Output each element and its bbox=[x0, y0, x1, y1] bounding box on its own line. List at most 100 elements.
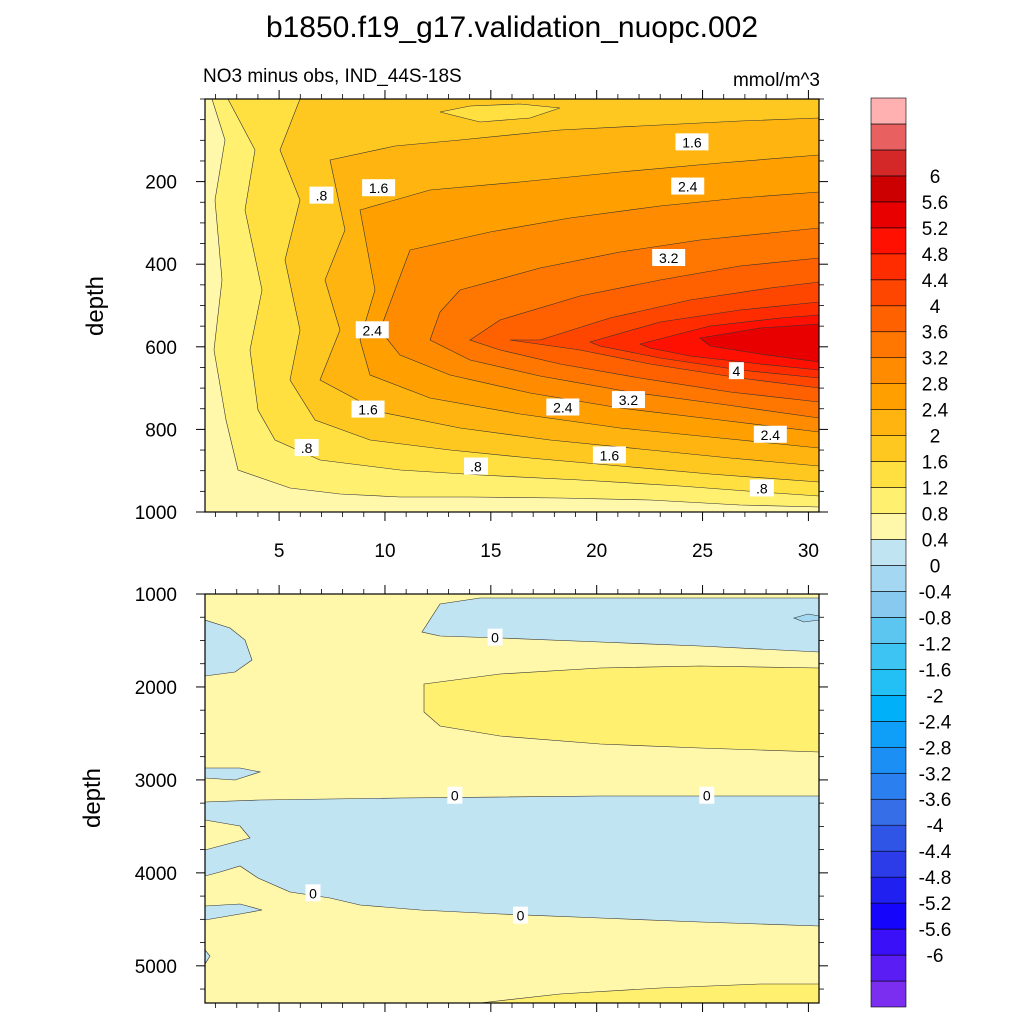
contour-label: 1.6 bbox=[351, 400, 385, 418]
colorbar-label: -5.2 bbox=[919, 894, 952, 915]
top-panel-axes: 5 10 15 20 25 30 200 400 600 800 1000 bbox=[135, 90, 828, 562]
y-tick-label: 200 bbox=[145, 173, 177, 194]
colorbar-box bbox=[870, 798, 907, 826]
colorbar-box bbox=[870, 279, 907, 307]
colorbar-label: -5.6 bbox=[919, 920, 952, 941]
y-tick-label: 3000 bbox=[135, 771, 177, 792]
top-panel-contours bbox=[205, 99, 819, 512]
x-tick-label: 20 bbox=[586, 541, 607, 562]
contour-label-text: 2.4 bbox=[553, 400, 573, 416]
contour-label-bg bbox=[294, 438, 319, 456]
x-tick-label: 25 bbox=[692, 541, 713, 562]
colorbar-box bbox=[870, 331, 907, 359]
y-tick-label: 5000 bbox=[135, 957, 177, 978]
neg-upper-band bbox=[421, 597, 819, 653]
colorbar-label: 0 bbox=[930, 556, 941, 577]
colorbar-label: 3.2 bbox=[922, 349, 948, 370]
colorbar-box bbox=[870, 980, 907, 1008]
contour-label-bg bbox=[309, 186, 334, 204]
colorbar-box bbox=[870, 721, 907, 748]
contour-label: 2.4 bbox=[671, 177, 705, 195]
contour-label-text: 0 bbox=[517, 908, 525, 924]
y-tick-label: 1000 bbox=[135, 503, 177, 524]
colorbar-label: -1.2 bbox=[919, 634, 952, 655]
colorbar-label: -2 bbox=[927, 686, 944, 707]
colorbar-label: 2.8 bbox=[922, 375, 948, 396]
contour-label-text: 2.4 bbox=[363, 322, 383, 338]
contour-label-bg bbox=[728, 362, 744, 380]
colorbar-label: -4 bbox=[927, 816, 944, 837]
contour-label-bg bbox=[487, 628, 503, 646]
colorbar-box bbox=[870, 513, 907, 540]
colorbar-label: 6 bbox=[930, 167, 941, 188]
colorbar-label: -6 bbox=[927, 946, 944, 967]
colorbar-label: 3.6 bbox=[922, 323, 948, 344]
contour-label-text: .8 bbox=[301, 440, 313, 456]
neg-left-bottom bbox=[205, 903, 263, 921]
colorbar-box bbox=[870, 175, 907, 203]
contour-small-top bbox=[439, 103, 561, 123]
contour-label-bg bbox=[362, 179, 396, 197]
colorbar-box bbox=[870, 97, 907, 125]
colorbar-box bbox=[870, 876, 907, 904]
x-tick-label: 15 bbox=[480, 541, 501, 562]
top-panel-left-label: NO3 minus obs, IND_44S-18S bbox=[203, 66, 462, 87]
contour-label-bg bbox=[464, 457, 489, 475]
contour-label-bg bbox=[592, 446, 626, 464]
contour-label-text: 1.6 bbox=[369, 180, 389, 196]
colorbar: -6 -5.6 -5.2 -4.8 -4.4 -4 -3.6 -3.2 -2.8 -2.4 -2 -1… bbox=[870, 97, 952, 1008]
contour-label-text: 1.6 bbox=[600, 447, 620, 463]
colorbar-box bbox=[870, 487, 907, 514]
colorbar-label: 2 bbox=[930, 427, 941, 448]
colorbar-label: -4.4 bbox=[919, 842, 952, 863]
contour-label-text: 0 bbox=[451, 788, 459, 804]
colorbar-box bbox=[870, 357, 907, 384]
contour-label: 2.4 bbox=[355, 321, 389, 339]
contour-label: .8 bbox=[749, 479, 774, 497]
colorbar-box bbox=[870, 409, 907, 436]
colorbar-box bbox=[870, 643, 907, 670]
bottom-panel: 1000 2000 3000 4000 5000 0 0 0 0 0 depth bbox=[79, 585, 828, 1012]
colorbar-label: -4.8 bbox=[919, 868, 952, 889]
y-tick-label: 2000 bbox=[135, 678, 177, 699]
fill-4.8-5.2 bbox=[699, 323, 819, 363]
contour-label-text: 0 bbox=[703, 788, 711, 804]
contour-label: 0 bbox=[699, 786, 715, 804]
contour-label-text: 2.4 bbox=[761, 427, 781, 443]
contour-label-bg bbox=[611, 391, 645, 409]
contour-label-bg bbox=[749, 479, 774, 497]
contour-label-text: 3.2 bbox=[659, 250, 679, 266]
top-panel-contour-labels: 1.6 .8 2.4 3.2 2.4 1.6 2.4 4 3.2 1.6 .8 1.6 2.4 .8 .8 bbox=[294, 133, 787, 497]
colorbar-label: -1.6 bbox=[919, 660, 952, 681]
contour-label-text: 2.4 bbox=[678, 179, 698, 195]
neg-left-blob bbox=[205, 619, 253, 677]
contour-label: 4 bbox=[728, 362, 744, 380]
colorbar-label: 1.2 bbox=[922, 479, 948, 500]
contour-label-bg bbox=[671, 177, 705, 195]
bottom-panel-axes: 1000 2000 3000 4000 5000 bbox=[135, 585, 828, 1012]
colorbar-box bbox=[870, 746, 907, 774]
colorbar-box bbox=[870, 253, 907, 281]
colorbar-label: 0.4 bbox=[922, 531, 949, 552]
neg-edge-bottom bbox=[205, 949, 211, 965]
y-tick-label: 400 bbox=[145, 255, 177, 276]
contour-label-bg bbox=[355, 321, 389, 339]
colorbar-box bbox=[870, 149, 907, 177]
colorbar-label: -0.8 bbox=[919, 608, 952, 629]
pos-lens bbox=[423, 665, 819, 753]
contour-label-bg bbox=[652, 249, 686, 267]
y-tick-label: 600 bbox=[145, 338, 177, 359]
bottom-panel-contour-labels: 0 0 0 0 0 bbox=[305, 628, 715, 924]
colorbar-box bbox=[870, 123, 907, 151]
colorbar-label: 4 bbox=[930, 297, 941, 318]
contour-label: 3.2 bbox=[652, 249, 686, 267]
colorbar-box bbox=[870, 591, 907, 618]
contour-label-bg bbox=[675, 133, 709, 151]
bottom-panel-ylabel: depth bbox=[79, 768, 106, 828]
colorbar-label: 0.8 bbox=[922, 505, 948, 526]
pos-bottom-lens bbox=[479, 983, 819, 1003]
contour-label: 0 bbox=[512, 906, 528, 924]
contour-label: 1.6 bbox=[592, 446, 626, 464]
top-panel-units-label: mmol/m^3 bbox=[733, 70, 820, 91]
